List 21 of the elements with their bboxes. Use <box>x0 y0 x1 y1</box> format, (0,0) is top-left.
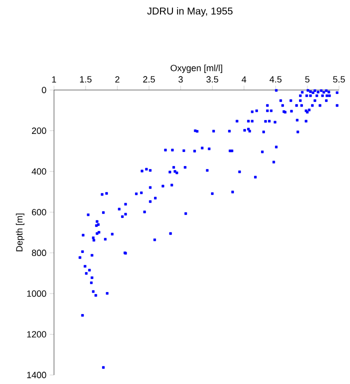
y-tick-label: 0 <box>42 86 46 94</box>
x-axis-title: Oxygen [ml/l] <box>170 64 222 73</box>
x-tick-label: 5.5 <box>333 76 345 83</box>
y-axis-title: Depth [m] <box>16 214 24 252</box>
y-tick-label: 800 <box>32 250 46 256</box>
y-tick-label: 600 <box>32 208 46 216</box>
x-tick-label: 3.5 <box>206 76 218 83</box>
y-tick-label: 1200 <box>27 331 46 338</box>
x-tick-label: 3 <box>178 76 183 83</box>
y-tick-label: 1400 <box>27 372 46 378</box>
x-tick-label: 2.5 <box>143 76 155 83</box>
y-tick-label: 400 <box>32 168 46 175</box>
x-tick-label: 1 <box>52 76 56 83</box>
y-tick-label: 200 <box>32 128 46 134</box>
x-tick-label: 4.5 <box>270 76 282 83</box>
x-tick-label: 5 <box>305 76 310 83</box>
chart-title: JDRU in May, 1955 <box>147 7 233 17</box>
x-tick-label: 4 <box>242 76 246 83</box>
y-tick-label: 1000 <box>27 290 46 297</box>
x-tick-label: 2 <box>115 76 120 83</box>
x-tick-label: 1.5 <box>80 76 92 83</box>
